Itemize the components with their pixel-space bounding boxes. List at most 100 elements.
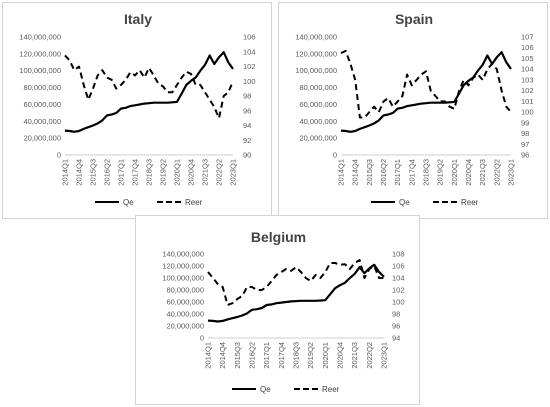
- x-tick-label: 2017Q1: [393, 159, 402, 186]
- y-right-tick-label: 102: [521, 86, 534, 95]
- series-line-qe: [64, 51, 234, 133]
- y-left-tick-label: 40,000,000: [23, 117, 61, 126]
- y-left-tick-label: 60,000,000: [23, 100, 61, 109]
- legend-label-qe: Qe: [123, 198, 134, 207]
- y-right-tick-label: 96: [392, 322, 400, 331]
- x-tick-label: 2019Q2: [436, 159, 445, 186]
- x-tick-label: 2020Q4: [187, 159, 196, 186]
- x-tick-label: 2016Q2: [379, 159, 388, 186]
- legend-label-reer: Reer: [461, 198, 479, 207]
- series-line-qe: [340, 51, 512, 133]
- y-right-tick-label: 92: [243, 136, 251, 145]
- y-left-tick-label: 80,000,000: [299, 83, 337, 92]
- legend-label-reer: Reer: [322, 385, 340, 394]
- chart-italy: Italy 0 20,000,000 40,000,000 60,000,000 80,0…: [19, 11, 256, 207]
- y-left-tick-label: 0: [57, 151, 61, 160]
- y-left-tick-label: 140,000,000: [162, 250, 204, 259]
- y-left-tick-label: 100,000,000: [295, 66, 337, 75]
- y-right-tick-label: 106: [392, 262, 405, 271]
- y-right-tick-label: 98: [521, 129, 529, 138]
- x-tick-label: 2022Q2: [215, 159, 224, 186]
- x-tick-label: 2014Q1: [204, 342, 213, 369]
- y-left-tick-label: 80,000,000: [166, 286, 204, 295]
- y-left-tick-label: 100,000,000: [162, 274, 204, 283]
- legend-label-reer: Reer: [185, 198, 203, 207]
- y-right-tick-label: 99: [521, 118, 529, 127]
- y-right-tick-label: 96: [521, 151, 529, 160]
- x-tick-label: 2020Q1: [450, 159, 459, 186]
- x-tick-label: 2018Q3: [422, 159, 431, 186]
- x-tick-label: 2020Q4: [336, 342, 345, 369]
- y-right-tick-label: 100: [521, 108, 534, 117]
- x-tick-label: 2018Q3: [292, 342, 301, 369]
- y-left-tick-label: 60,000,000: [166, 298, 204, 307]
- y-right-tick-label: 97: [521, 140, 529, 149]
- y-right-tick-label: 90: [243, 151, 251, 160]
- x-tick-label: 2021Q3: [478, 159, 487, 186]
- legend-label-qe: Qe: [260, 385, 271, 394]
- x-tick-label: 2014Q1: [61, 159, 70, 186]
- y-right-tick-label: 106: [521, 43, 534, 52]
- y-right-tick-label: 100: [392, 298, 405, 307]
- chart-spain: Spain 0 20,000,000 40,000,000 60,000,000 80,0…: [295, 11, 534, 207]
- y-left-tick-label: 80,000,000: [23, 83, 61, 92]
- x-tick-label: 2022Q2: [492, 159, 501, 186]
- y-right-tick-label: 98: [392, 310, 400, 319]
- chart-title-spain: Spain: [395, 11, 433, 27]
- x-tick-label: 2019Q2: [159, 159, 168, 186]
- x-tick-label: 2015Q3: [89, 159, 98, 186]
- x-tick-label: 2014Q4: [75, 159, 84, 186]
- y-left-tick-label: 100,000,000: [19, 66, 61, 75]
- x-tick-label: 2014Q1: [337, 159, 346, 186]
- x-tick-label: 2019Q2: [306, 342, 315, 369]
- y-right-tick-label: 94: [392, 334, 400, 343]
- x-tick-label: 2017Q1: [262, 342, 271, 369]
- chart-title-italy: Italy: [124, 11, 152, 27]
- y-right-tick-label: 101: [521, 97, 534, 106]
- y-left-tick-label: 20,000,000: [299, 134, 337, 143]
- x-tick-label: 2023Q1: [229, 159, 238, 186]
- x-tick-label: 2021Q3: [201, 159, 210, 186]
- x-tick-label: 2023Q1: [507, 159, 516, 186]
- x-tick-label: 2014Q4: [218, 342, 227, 369]
- x-tick-label: 2017Q4: [131, 159, 140, 186]
- x-tick-label: 2015Q3: [233, 342, 242, 369]
- x-tick-label: 2014Q4: [351, 159, 360, 186]
- x-tick-label: 2015Q3: [365, 159, 374, 186]
- series-line-qe: [207, 263, 385, 323]
- chart-panel-belgium: Belgium 0 20,000,000 40,000,000 60,000,000 80…: [135, 215, 420, 405]
- x-tick-label: 2016Q2: [248, 342, 257, 369]
- y-right-tick-label: 102: [243, 62, 256, 71]
- y-left-tick-label: 20,000,000: [23, 134, 61, 143]
- y-right-tick-label: 104: [392, 274, 405, 283]
- y-right-tick-label: 94: [243, 121, 251, 130]
- x-tick-label: 2021Q3: [350, 342, 359, 369]
- y-right-tick-label: 107: [521, 33, 534, 42]
- y-left-tick-label: 60,000,000: [299, 100, 337, 109]
- y-right-tick-label: 96: [243, 106, 251, 115]
- y-left-tick-label: 0: [333, 151, 337, 160]
- y-right-tick-label: 102: [392, 286, 405, 295]
- y-left-tick-label: 0: [200, 334, 204, 343]
- y-right-tick-label: 108: [392, 250, 405, 259]
- y-right-tick-label: 105: [521, 54, 534, 63]
- series-line-reer: [64, 54, 234, 120]
- x-tick-label: 2022Q2: [365, 342, 374, 369]
- series-line-reer: [207, 259, 384, 306]
- x-tick-label: 2020Q1: [321, 342, 330, 369]
- x-tick-label: 2020Q4: [464, 159, 473, 186]
- x-tick-label: 2023Q1: [380, 342, 389, 369]
- x-tick-label: 2017Q4: [407, 159, 416, 186]
- x-tick-label: 2016Q2: [103, 159, 112, 186]
- y-left-tick-label: 120,000,000: [162, 262, 204, 271]
- chart-panel-spain: Spain 0 20,000,000 40,000,000 60,000,000 80,0…: [278, 2, 548, 219]
- legend-label-qe: Qe: [399, 198, 410, 207]
- chart-panel-italy: Italy 0 20,000,000 40,000,000 60,000,000 80,0…: [2, 2, 272, 219]
- y-left-tick-label: 40,000,000: [166, 310, 204, 319]
- y-right-tick-label: 104: [243, 47, 256, 56]
- y-left-tick-label: 140,000,000: [295, 33, 337, 42]
- series-line-reer: [340, 49, 512, 119]
- y-left-tick-label: 120,000,000: [19, 49, 61, 58]
- y-left-tick-label: 20,000,000: [166, 322, 204, 331]
- y-right-tick-label: 103: [521, 75, 534, 84]
